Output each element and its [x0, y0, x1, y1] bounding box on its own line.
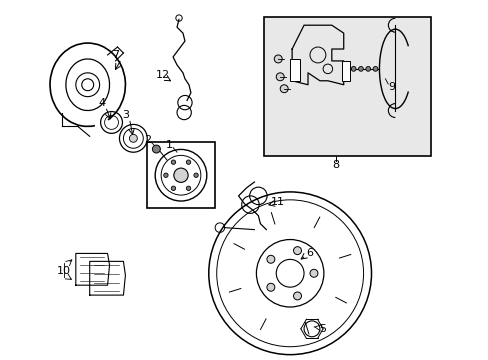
- Circle shape: [186, 160, 190, 165]
- Text: 10: 10: [57, 266, 71, 276]
- Text: 7: 7: [112, 50, 119, 60]
- Circle shape: [350, 67, 355, 71]
- Circle shape: [171, 186, 175, 190]
- Text: 12: 12: [156, 70, 170, 80]
- Text: 2: 2: [143, 135, 150, 145]
- Circle shape: [280, 85, 287, 93]
- Text: 6: 6: [306, 248, 313, 258]
- Circle shape: [186, 186, 190, 190]
- Text: 4: 4: [98, 98, 105, 108]
- Circle shape: [163, 173, 168, 177]
- FancyBboxPatch shape: [264, 17, 430, 156]
- Ellipse shape: [129, 134, 137, 142]
- Text: 1: 1: [165, 140, 172, 150]
- Circle shape: [276, 73, 284, 81]
- Circle shape: [266, 255, 274, 263]
- Circle shape: [266, 283, 274, 291]
- FancyBboxPatch shape: [147, 142, 214, 208]
- Circle shape: [293, 247, 301, 255]
- Bar: [289, 59, 300, 81]
- Text: 5: 5: [319, 324, 325, 334]
- Text: 8: 8: [331, 160, 339, 170]
- Circle shape: [171, 160, 175, 165]
- Circle shape: [274, 55, 282, 63]
- Circle shape: [365, 67, 370, 71]
- Text: 9: 9: [387, 82, 394, 92]
- Bar: [341, 61, 349, 81]
- Circle shape: [174, 168, 188, 183]
- Circle shape: [358, 67, 363, 71]
- Text: 11: 11: [271, 197, 285, 207]
- Circle shape: [309, 269, 317, 277]
- Circle shape: [293, 292, 301, 300]
- Circle shape: [194, 173, 198, 177]
- Text: 3: 3: [122, 109, 129, 120]
- Circle shape: [152, 145, 160, 153]
- Circle shape: [372, 67, 377, 71]
